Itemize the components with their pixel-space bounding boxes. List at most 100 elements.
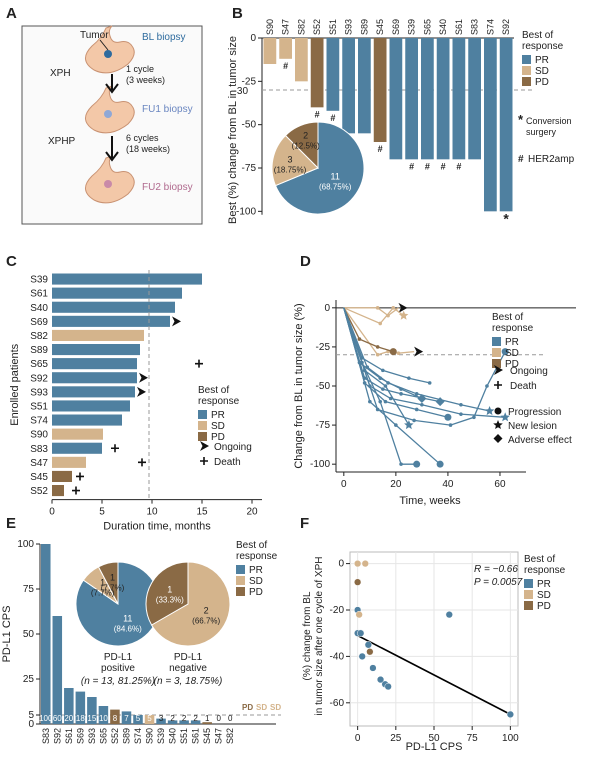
- f-x-tick-label: 50: [428, 733, 440, 744]
- d-legend-adverse-diamond: [493, 434, 503, 443]
- panel-letter-f: F: [300, 515, 309, 532]
- stomach-bl: [85, 25, 135, 74]
- d-end-new-lesion: [484, 406, 495, 416]
- d-end-new-lesion: [500, 412, 510, 422]
- b-her2-mark: #: [409, 161, 414, 171]
- c-tick-label: S61: [30, 289, 48, 300]
- c-bar-s93: [52, 386, 135, 398]
- f-point: [355, 610, 363, 619]
- b-bar-s92: [499, 38, 513, 212]
- b-tick-label: S65: [422, 19, 432, 35]
- d-series-3: [343, 307, 394, 353]
- b-bar-s52: [310, 38, 324, 108]
- d-point: [399, 462, 403, 466]
- b-y-tick-label: 0: [250, 33, 256, 44]
- d-point: [394, 423, 398, 427]
- e-bar-s83: [41, 544, 51, 724]
- e-tick-label: S61: [191, 728, 201, 744]
- f-legend-label-sd: SD: [537, 590, 551, 601]
- e-pie-neg-count: 2: [204, 606, 209, 616]
- d-point: [414, 392, 419, 396]
- c-bar-s51: [52, 400, 130, 412]
- b-y-label: Best (%) change from BL in tumor size: [227, 36, 239, 224]
- e-bar-s40: [167, 720, 178, 724]
- d-point: [485, 384, 489, 388]
- e-bar-s61: [64, 688, 74, 724]
- xph-label: XPH: [50, 68, 71, 79]
- e-pie-neg-pct: (66.7%): [192, 617, 220, 626]
- e-pos-caption-3: (n = 13, 81.25%): [81, 676, 155, 687]
- e-value-label: 60: [53, 714, 62, 723]
- c-bar-s82: [52, 329, 144, 341]
- b-legend-swatch-pd: [522, 77, 531, 86]
- f-point: [369, 664, 377, 672]
- c-bar-s52: [52, 485, 64, 497]
- e-y-label: PD-L1 CPS: [1, 606, 13, 663]
- e-y-tick-label: 100: [17, 539, 34, 550]
- c-y-label: Enrolled patients: [9, 343, 21, 425]
- b-tick-label: S90: [265, 19, 275, 35]
- c-legend-swatch-pd: [198, 432, 207, 441]
- b-legend-title2: response: [522, 41, 564, 52]
- b-tick-label: S69: [391, 19, 401, 35]
- c-death-mark: [138, 458, 146, 467]
- e-tick-label: S74: [133, 728, 143, 744]
- e-pos-caption: PD-L1: [104, 652, 133, 663]
- b-bar-s83: [468, 38, 481, 160]
- e-tick-label: S90: [145, 728, 155, 744]
- b-tick-label: S40: [438, 19, 448, 35]
- e-value-label: 0: [216, 714, 221, 723]
- b-surgery-mark: *: [503, 210, 509, 226]
- d-legend-swatch-pd: [492, 359, 501, 368]
- b-her2-mark: #: [315, 109, 320, 119]
- f-legend-title: Best of: [524, 554, 555, 565]
- f-x-tick-label: 0: [355, 733, 361, 744]
- b-legend-her2: HER2amp: [528, 154, 575, 165]
- b-bar-s82: [295, 38, 308, 82]
- d-legend-swatch-pr: [492, 337, 501, 346]
- e-bar-s45: [202, 722, 212, 724]
- d-legend-progression: Progression: [508, 407, 561, 418]
- b-bar-s89: [358, 38, 371, 134]
- c-x-tick-label: 15: [196, 507, 208, 518]
- c-legend-title: Best of: [198, 385, 229, 396]
- e-tick-label: S65: [98, 728, 108, 744]
- c-bar-s61: [52, 287, 182, 299]
- b-y-tick-label: -50: [242, 120, 257, 131]
- e-value-label: 1: [205, 714, 210, 723]
- e-tick-label: S51: [179, 728, 189, 744]
- e-value-label: 2: [170, 714, 175, 723]
- fu1-biopsy-label: FU1 biopsy: [142, 104, 193, 115]
- c-tick-label: S39: [30, 275, 48, 286]
- e-legend-label-sd: SD: [249, 576, 263, 587]
- panel-letter-b: B: [232, 5, 243, 22]
- c-tick-label: S92: [30, 373, 48, 384]
- d-series-1: [343, 306, 405, 325]
- d-legend-title: Best of: [492, 312, 523, 323]
- e-bar-s52: [110, 709, 120, 724]
- d-series-6: [343, 307, 441, 465]
- e-tick-label: S82: [225, 728, 235, 744]
- e-pie-pos-pct: (84.6%): [114, 625, 142, 634]
- step1-cycles: 1 cycle: [126, 64, 154, 74]
- d-x-tick-label: 40: [442, 479, 454, 490]
- c-x-tick-label: 20: [246, 507, 258, 518]
- d-point: [383, 384, 388, 388]
- e-value-label: 15: [87, 714, 96, 723]
- c-legend-ongoing: Ongoing: [214, 442, 252, 453]
- b-bar-s39: [405, 38, 418, 160]
- b-tick-label: S52: [312, 19, 322, 35]
- d-series-5: [343, 307, 417, 465]
- b-tick-label: S45: [375, 19, 385, 35]
- b-legend-surgery-star: *: [518, 112, 524, 127]
- e-value-label: 100: [39, 714, 53, 723]
- e-neg-caption-3: (n = 3, 18.75%): [154, 676, 223, 687]
- b-ref-label: -30: [234, 86, 249, 97]
- d-point: [362, 381, 367, 385]
- panel-letter-a: A: [6, 5, 17, 22]
- e-pie-positive-slice-2: [97, 561, 119, 605]
- f-x-label: PD-L1 CPS: [406, 741, 463, 753]
- c-death-mark: [76, 472, 84, 481]
- e-value-label: 7: [124, 714, 129, 723]
- c-tick-label: S40: [30, 303, 48, 314]
